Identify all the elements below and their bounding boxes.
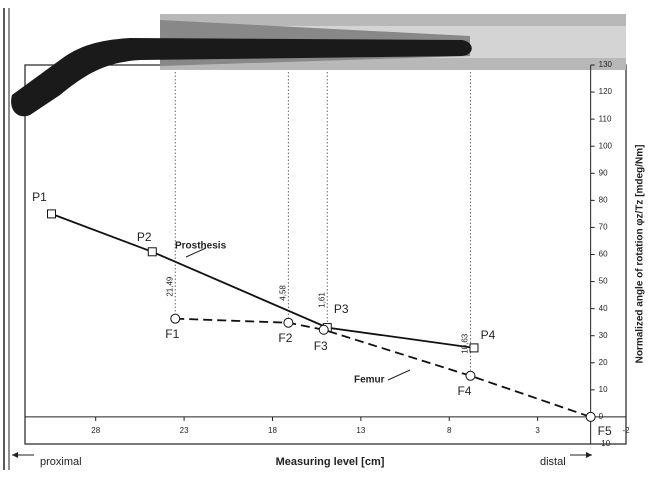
difference-label: 21,49 [165, 276, 174, 297]
difference-label: 10,63 [461, 333, 470, 354]
x-tick-label: 3 [535, 426, 540, 435]
y-tick-label: -10 [599, 439, 611, 448]
x-tick-label: 28 [91, 426, 100, 435]
x-tick-label: 13 [356, 426, 365, 435]
point-marker [586, 412, 595, 421]
point-label: F3 [314, 339, 328, 353]
x-tick-label: 8 [447, 426, 452, 435]
point-label: P2 [137, 230, 152, 244]
point-marker [470, 344, 478, 352]
y-tick-label: 70 [599, 223, 608, 232]
point-marker [466, 371, 475, 380]
y-tick-label: 50 [599, 277, 608, 286]
y-tick-label: 30 [599, 331, 608, 340]
x-tick-label: 18 [268, 426, 277, 435]
y-tick-label: 80 [599, 195, 608, 204]
direction-note: distal [540, 456, 566, 468]
y-tick-label: 10 [599, 385, 608, 394]
direction-note: proximal [40, 456, 82, 468]
difference-label: 1,61 [317, 292, 326, 308]
point-label: P4 [481, 328, 496, 342]
y-tick-label: 40 [599, 304, 608, 313]
difference-label: 4,58 [278, 285, 287, 301]
y-tick-label: 110 [599, 114, 612, 123]
y-axis-title: Normalized angle of rotation φz/Tz [mdeg… [635, 145, 646, 364]
x-tick-label: -2 [622, 426, 630, 435]
point-label: F5 [598, 424, 612, 438]
point-label: P1 [32, 190, 47, 204]
background [0, 0, 649, 475]
point-label: F1 [165, 327, 179, 341]
y-tick-label: 120 [599, 87, 613, 96]
point-marker [48, 210, 56, 218]
series-label: Femur [354, 375, 385, 386]
y-tick-label: 60 [599, 250, 608, 259]
y-tick-label: 90 [599, 168, 608, 177]
point-marker [171, 314, 180, 323]
y-tick-label: 130 [599, 60, 613, 69]
point-marker [148, 248, 156, 256]
y-tick-label: 20 [599, 358, 608, 367]
point-marker [319, 325, 328, 334]
point-label: F2 [278, 331, 292, 345]
point-label: P3 [334, 302, 349, 316]
y-tick-label: 100 [599, 141, 613, 150]
chart: Prosthesis Femur Measuring level [cm] pr… [0, 0, 649, 475]
x-tick-label: 23 [180, 426, 189, 435]
point-label: F4 [457, 384, 471, 398]
y-tick-label: 0 [599, 412, 604, 421]
x-axis-title: Measuring level [cm] [276, 456, 385, 468]
point-marker [284, 318, 293, 327]
